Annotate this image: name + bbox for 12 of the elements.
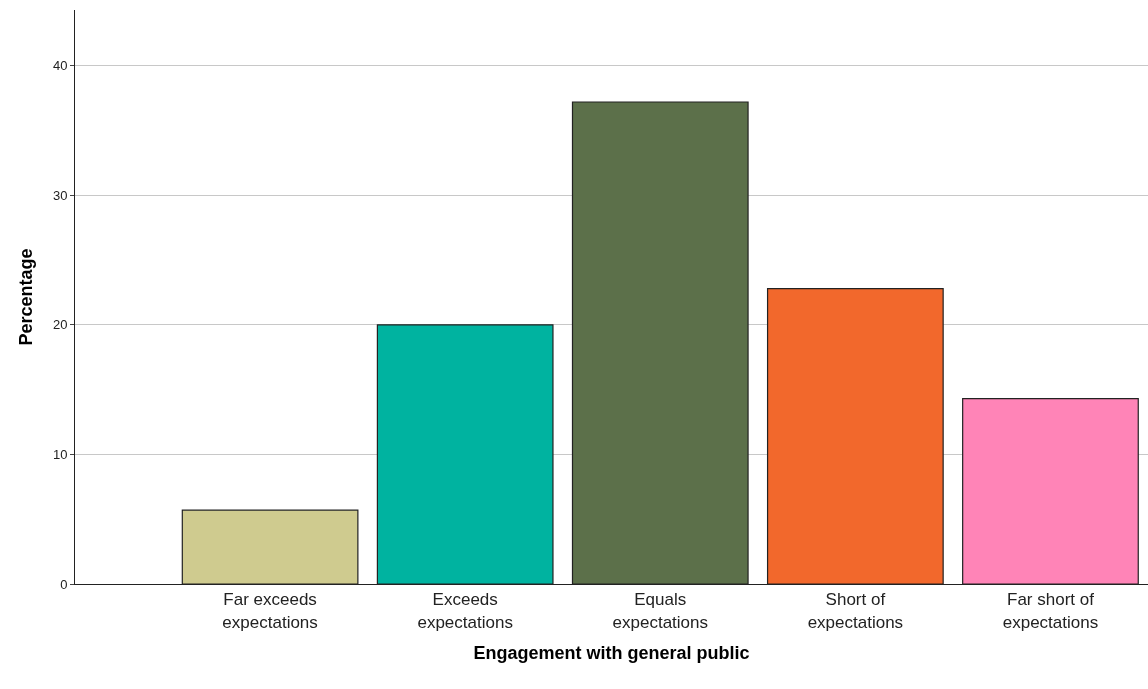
y-tick-label: 40: [52, 58, 68, 74]
x-tick-label: Far short of expectations: [1002, 590, 1099, 632]
x-tick-label: Exceeds expectations: [417, 590, 513, 632]
x-axis-title: Engagement with general public: [473, 642, 750, 663]
y-axis-title: Percentage: [16, 248, 37, 346]
y-tick-label: 30: [52, 187, 68, 203]
x-tick-label: Far exceeds expectations: [222, 590, 318, 632]
x-tick-label: Equals expectations: [612, 590, 708, 632]
x-tick-label: Short of expectations: [807, 590, 904, 632]
y-tick-label: 0: [60, 576, 68, 592]
y-tick-label: 10: [52, 446, 68, 462]
y-tick-label: 20: [52, 317, 68, 333]
